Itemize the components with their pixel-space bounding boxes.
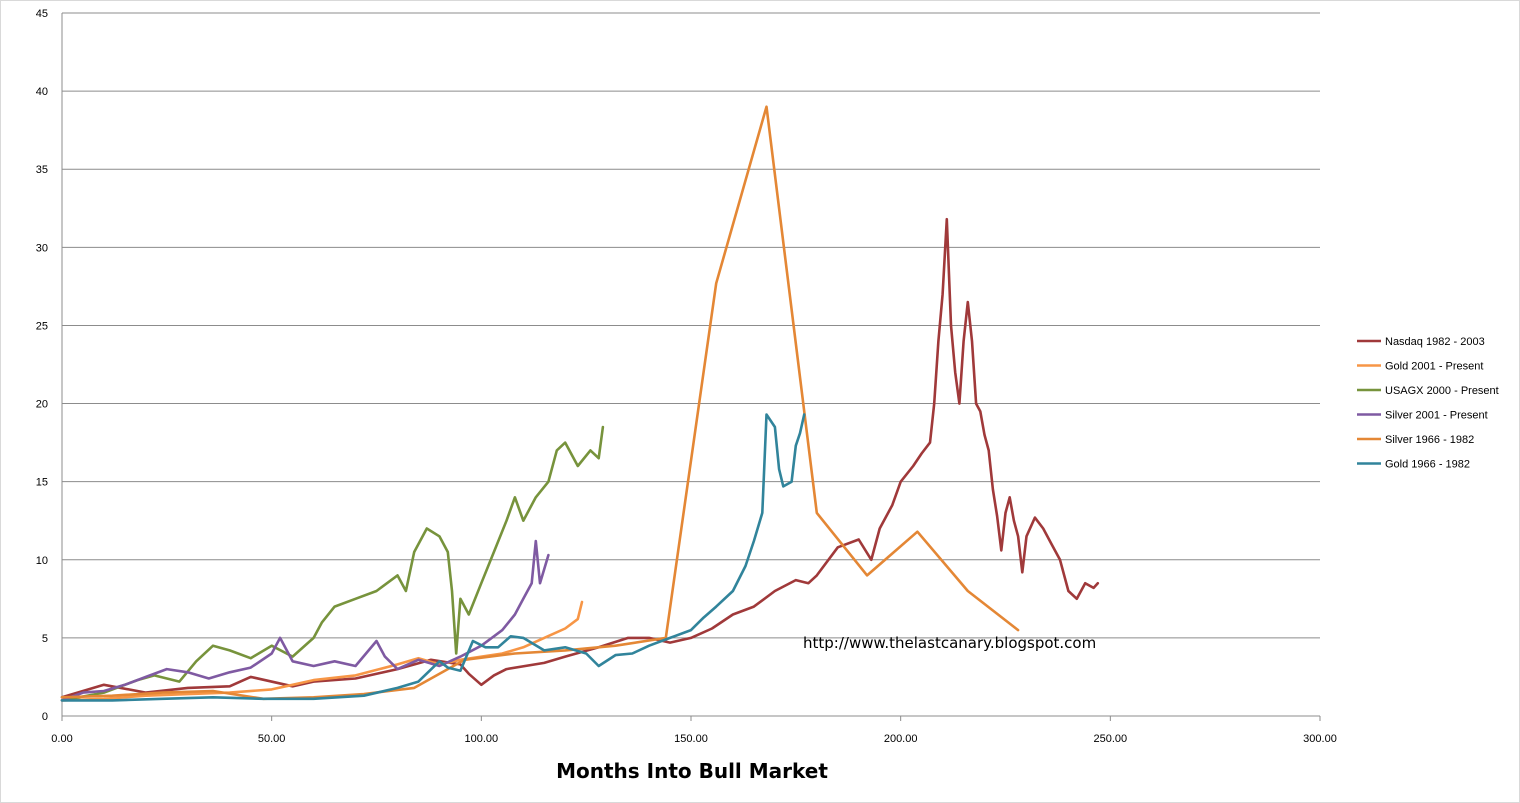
legend-entry: Silver 2001 - Present bbox=[1385, 410, 1488, 422]
y-tick-label: 40 bbox=[36, 86, 48, 98]
legend-entry: USAGX 2000 - Present bbox=[1385, 385, 1499, 397]
series-line-6 bbox=[60, 413, 806, 702]
x-axis-label: Months Into Bull Market bbox=[556, 759, 828, 783]
series-line-3 bbox=[60, 425, 605, 702]
series-line-2 bbox=[60, 600, 584, 702]
y-tick-label: 25 bbox=[36, 320, 48, 332]
y-tick-label: 35 bbox=[36, 164, 48, 176]
series-line-5 bbox=[60, 105, 1020, 701]
series-layer bbox=[60, 105, 1100, 702]
x-tick-label: 100.00 bbox=[465, 733, 499, 745]
y-tick-label: 45 bbox=[36, 8, 48, 20]
x-tick-label: 200.00 bbox=[884, 733, 918, 745]
y-tick-label: 10 bbox=[36, 555, 48, 567]
legend-entry: Gold 2001 - Present bbox=[1385, 361, 1483, 373]
x-tick-label: 0.00 bbox=[51, 733, 72, 745]
series-line-1 bbox=[60, 217, 1100, 699]
x-tick-label: 300.00 bbox=[1303, 733, 1337, 745]
legend-entry: Gold 1966 - 1982 bbox=[1385, 459, 1470, 471]
annotation-url: http://www.thelastcanary.blogspot.com bbox=[803, 634, 1096, 652]
x-tick-label: 50.00 bbox=[258, 733, 286, 745]
series-line-4 bbox=[60, 539, 550, 702]
legend-entry: Silver 1966 - 1982 bbox=[1385, 434, 1474, 446]
legend: Nasdaq 1982 - 2003 Gold 2001 - Present USA… bbox=[1357, 336, 1499, 471]
x-tick-label: 150.00 bbox=[674, 733, 708, 745]
y-tick-label: 15 bbox=[36, 477, 48, 489]
y-tick-label: 20 bbox=[36, 399, 48, 411]
x-axis-ticks: 0.00 50.00 100.00 150.00 200.00 250.00 300.00 bbox=[51, 716, 1337, 745]
y-tick-label: 5 bbox=[42, 633, 48, 645]
legend-entry: Nasdaq 1982 - 2003 bbox=[1385, 336, 1485, 348]
x-tick-label: 250.00 bbox=[1094, 733, 1128, 745]
y-axis-ticks: 0 5 10 15 20 25 30 35 40 45 bbox=[36, 8, 48, 723]
y-tick-label: 30 bbox=[36, 242, 48, 254]
grid bbox=[62, 12, 1320, 639]
y-tick-label: 0 bbox=[42, 711, 48, 723]
